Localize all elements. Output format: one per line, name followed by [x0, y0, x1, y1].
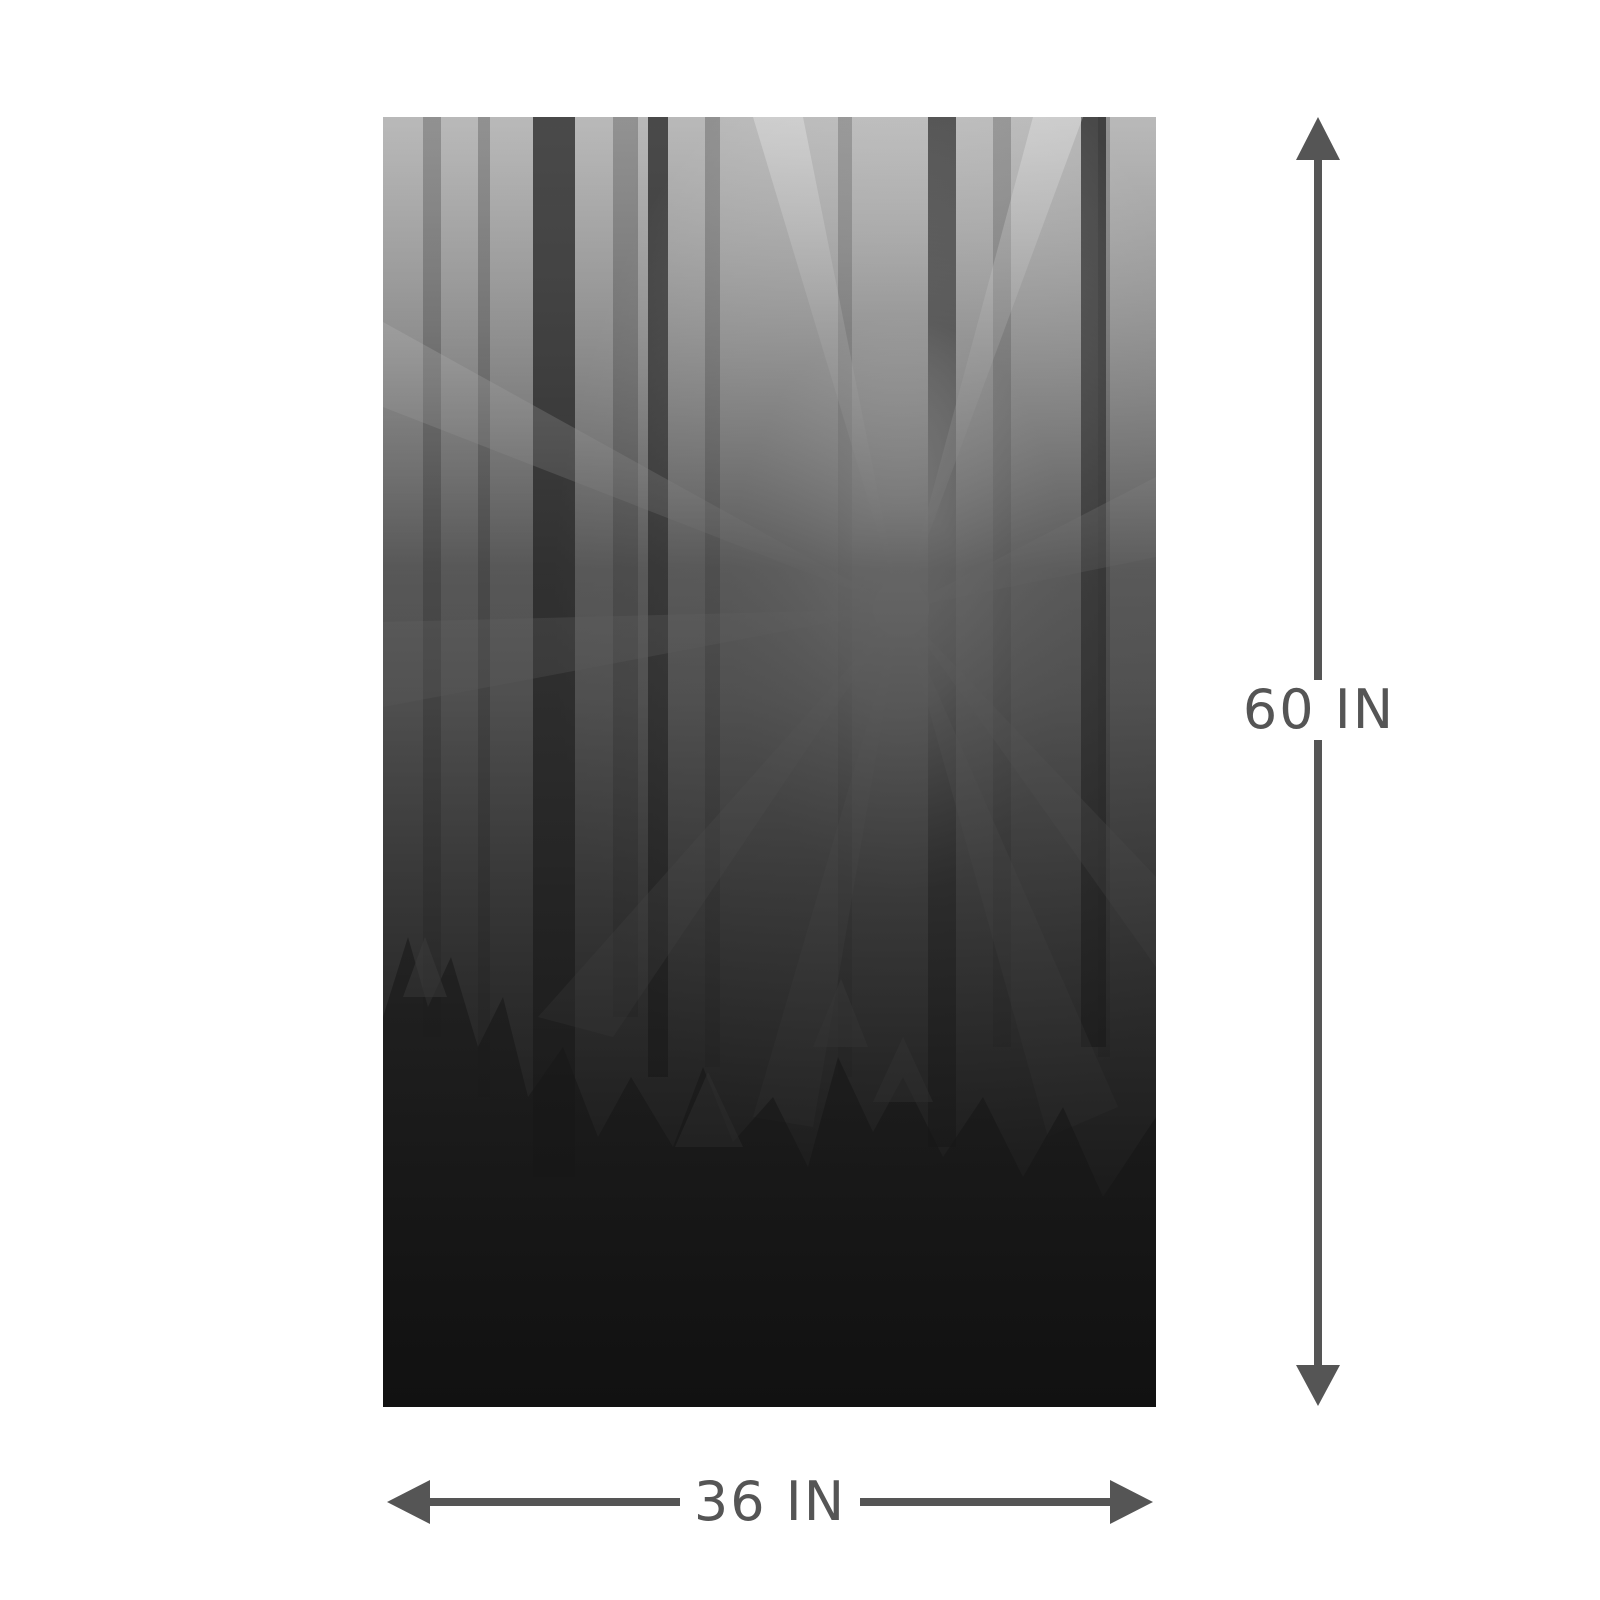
width-dimension-label: 36 IN	[680, 1472, 860, 1532]
forest-photo-panel	[383, 117, 1156, 1407]
height-arrow	[1296, 117, 1340, 1406]
height-dimension-label: 60 IN	[1228, 680, 1410, 740]
forest-photo-icon	[383, 117, 1156, 1407]
